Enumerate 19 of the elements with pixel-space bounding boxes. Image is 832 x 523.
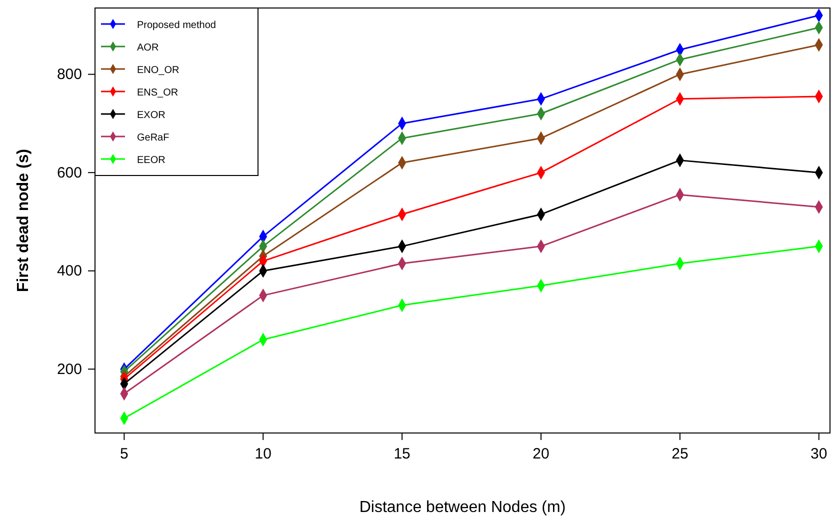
y-tick-label: 400	[56, 262, 82, 280]
x-tick-label: 5	[120, 446, 128, 463]
legend-label: EXOR	[137, 110, 166, 121]
legend-label: ENO_OR	[137, 65, 180, 76]
x-tick-label: 30	[810, 446, 828, 463]
x-tick-label: 15	[394, 446, 410, 463]
x-tick-label: 20	[532, 446, 550, 463]
y-tick-label: 600	[56, 164, 82, 182]
legend-label: ENS_OR	[137, 88, 178, 98]
legend-label: AOR	[137, 42, 159, 54]
legend-label: Proposed method	[137, 20, 216, 31]
x-tick-label: 25	[672, 446, 688, 463]
x-axis-title: Distance between Nodes (m)	[359, 499, 566, 516]
legend-label: GeRaF	[137, 132, 170, 144]
x-tick-label: 10	[254, 446, 272, 463]
y-axis-title: First dead node (s)	[15, 148, 32, 292]
legend-label: EEOR	[137, 155, 166, 166]
y-tick-label: 800	[56, 66, 82, 84]
y-tick-label: 200	[56, 360, 82, 378]
